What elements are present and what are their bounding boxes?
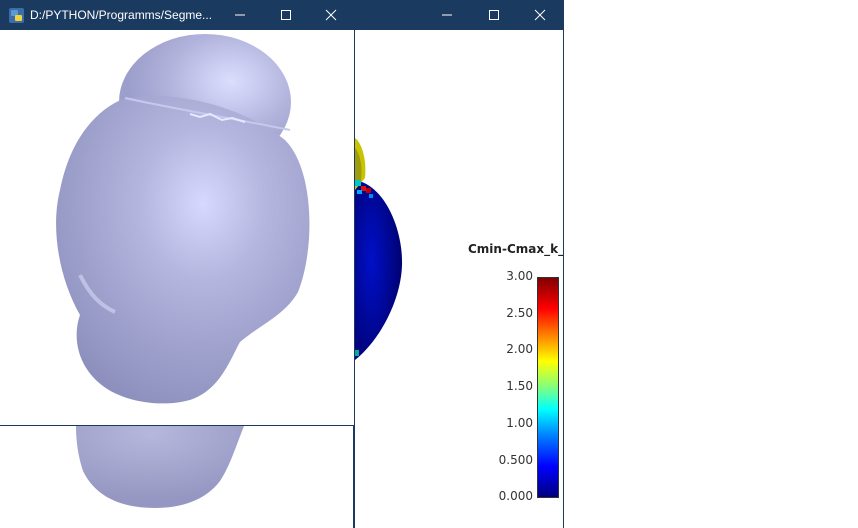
left-titlebar[interactable]: D:/PYTHON/Programms/Segme... <box>0 0 354 30</box>
close-icon <box>325 9 337 21</box>
close-icon <box>534 9 546 21</box>
minimize-button[interactable] <box>424 0 470 30</box>
colorbar-tick: 0.500 <box>498 453 533 467</box>
colorbar-gradient <box>537 277 559 498</box>
right-viewport[interactable]: Cmin-Cmax_k_m 3.00 2.50 2.00 1.50 1.00 0… <box>355 30 563 528</box>
maximize-icon <box>281 10 291 20</box>
colored-mesh <box>355 138 403 360</box>
left-render-window: D:/PYTHON/Programms/Segme... <box>0 0 355 426</box>
colorbar-tick: 2.50 <box>506 306 533 320</box>
segmented-surface <box>56 34 310 404</box>
minimize-button[interactable] <box>217 0 263 30</box>
right-titlebar-bg <box>355 0 563 30</box>
background-viewport <box>0 426 354 528</box>
minimize-icon <box>235 14 245 16</box>
surface-lower-part <box>76 426 244 508</box>
colorbar-tick: 1.50 <box>506 379 533 393</box>
left-viewport[interactable] <box>0 30 354 425</box>
right-render-window: Cmin-Cmax_k_m 3.00 2.50 2.00 1.50 1.00 0… <box>354 0 564 528</box>
close-button[interactable] <box>517 0 563 30</box>
colorbar-tick: 1.00 <box>506 416 533 430</box>
colorbar-tick: 3.00 <box>506 269 533 283</box>
colorbar-title: Cmin-Cmax_k_m <box>468 242 563 256</box>
colorbar-tick: 2.00 <box>506 342 533 356</box>
window-title: D:/PYTHON/Programms/Segme... <box>30 8 213 22</box>
python-icon <box>9 8 24 23</box>
minimize-icon <box>442 14 452 16</box>
close-button[interactable] <box>308 0 354 30</box>
maximize-button[interactable] <box>263 0 309 30</box>
maximize-button[interactable] <box>471 0 517 30</box>
colorbar-tick: 0.000 <box>498 489 533 503</box>
maximize-icon <box>489 10 499 20</box>
